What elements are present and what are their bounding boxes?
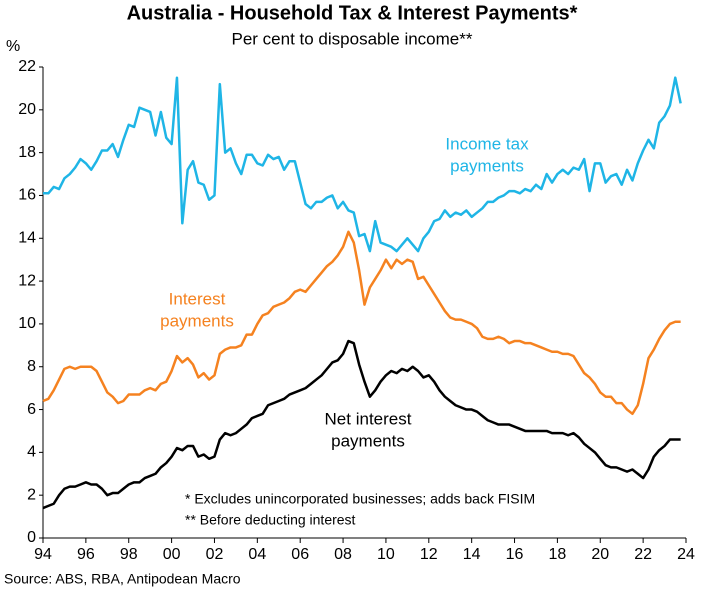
y-tick-label: 18 [18,144,36,161]
y-tick-label: 10 [18,315,36,332]
y-tick-label: 6 [27,401,36,418]
series-line [43,76,682,253]
series-label: payments [331,431,405,450]
y-tick-label: 2 [27,486,36,503]
x-tick-label: 20 [591,546,609,563]
note: ** Before deducting interest [185,512,356,528]
chart-title: Australia - Household Tax & Interest Pay… [127,2,578,24]
y-tick-label: 16 [18,187,36,204]
x-tick-label: 02 [206,546,224,563]
x-tick-label: 14 [463,546,481,563]
x-tick-label: 12 [420,546,438,563]
x-tick-label: 24 [677,546,695,563]
series-label: Income tax [445,134,529,153]
source: Source: ABS, RBA, Antipodean Macro [4,571,241,587]
series-label: Interest [169,289,226,308]
series-line [42,339,681,510]
series-label: payments [160,311,234,330]
chart-subtitle: Per cent to disposable income** [232,29,473,48]
y-tick-label: 20 [18,101,36,118]
y-tick-label: 4 [27,444,36,461]
x-tick-label: 06 [291,546,309,563]
y-tick-label: 12 [18,272,36,289]
x-tick-label: 22 [634,546,652,563]
series-label: payments [450,156,524,175]
x-tick-label: 18 [549,546,567,563]
x-tick-label: 16 [506,546,524,563]
x-tick-label: 98 [120,546,138,563]
y-axis-label: % [6,38,20,55]
x-tick-label: 00 [163,546,181,563]
series-line [42,230,681,416]
y-tick-label: 14 [18,229,36,246]
x-tick-label: 08 [334,546,352,563]
x-tick-label: 96 [77,546,95,563]
x-tick-label: 04 [248,546,266,563]
y-tick-label: 8 [27,358,36,375]
x-tick-label: 10 [377,546,395,563]
y-tick-label: 22 [18,58,36,75]
note: * Excludes unincorporated businesses; ad… [185,491,535,507]
y-tick-label: 0 [27,529,36,546]
x-tick-label: 94 [34,546,52,563]
series-label: Net interest [325,409,412,428]
